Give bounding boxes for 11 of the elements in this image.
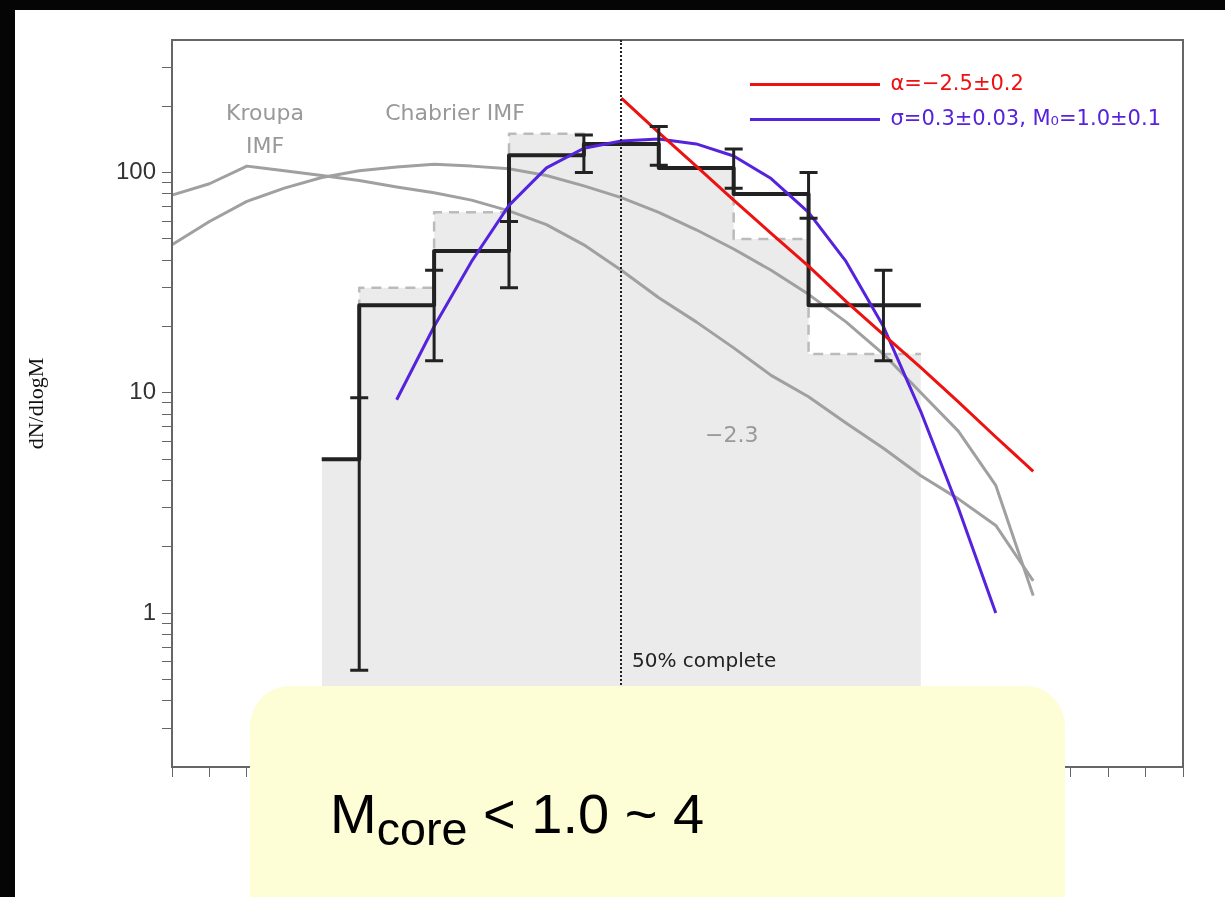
annotation: Kroupa IMF	[225, 99, 305, 160]
callout-box: M$_{core}$ < 1.0 ~ 4	[250, 686, 1065, 897]
text: σ=0.3±0.03, M₀=1.0±0.1	[890, 105, 1161, 130]
y-tick-label: 1	[142, 597, 156, 625]
y-tick-label: 10	[129, 377, 156, 405]
y-tick-label: 100	[115, 157, 156, 185]
annotation: 50% complete	[632, 647, 778, 674]
text: α=−2.5±0.2	[890, 70, 1024, 95]
annotation: Chabrier IMF	[385, 99, 525, 127]
y-axis-title: dN/dlogM	[22, 357, 48, 450]
annotation: −2.3	[705, 421, 760, 449]
